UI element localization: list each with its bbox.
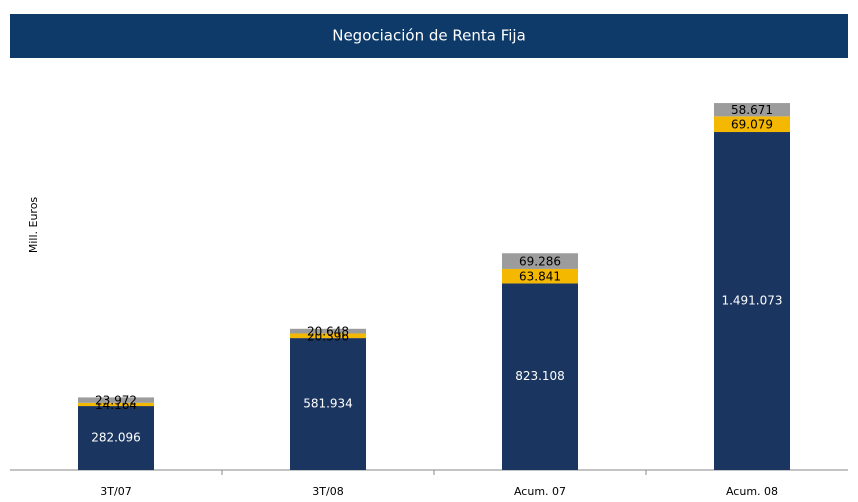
data-label: 581.934 (303, 397, 353, 411)
bar-segment (78, 406, 154, 470)
chart-title: Negociación de Renta Fija (332, 27, 526, 45)
data-label: 58.671 (731, 103, 773, 117)
data-label: 63.841 (519, 270, 561, 284)
bar-segment (502, 268, 578, 284)
x-tick-label: Acum. 07 (514, 485, 566, 498)
title-banner (10, 14, 848, 58)
data-label: 823.108 (515, 369, 565, 383)
bar-segment (502, 253, 578, 269)
bar-segment (714, 116, 790, 133)
bar-segment (290, 328, 366, 334)
bar-segment (502, 283, 578, 470)
data-label: 69.286 (519, 255, 561, 269)
x-tick-label: 3T/08 (312, 485, 343, 498)
bar-segment (714, 132, 790, 471)
x-tick-label: Acum. 08 (726, 485, 778, 498)
bar-segment (714, 103, 790, 117)
data-label: 20.648 (307, 325, 349, 339)
data-label: 69.079 (731, 118, 773, 132)
bar-segment (290, 333, 366, 339)
x-tick-label: 3T/07 (100, 485, 131, 498)
bar-segment (78, 402, 154, 407)
data-label: 23.972 (95, 394, 137, 408)
data-label: 1.491.073 (721, 294, 782, 308)
bar-segment (290, 338, 366, 470)
y-axis-label: Mill. Euros (27, 197, 40, 254)
data-label: 282.096 (91, 431, 141, 445)
bar-segment (78, 397, 154, 403)
